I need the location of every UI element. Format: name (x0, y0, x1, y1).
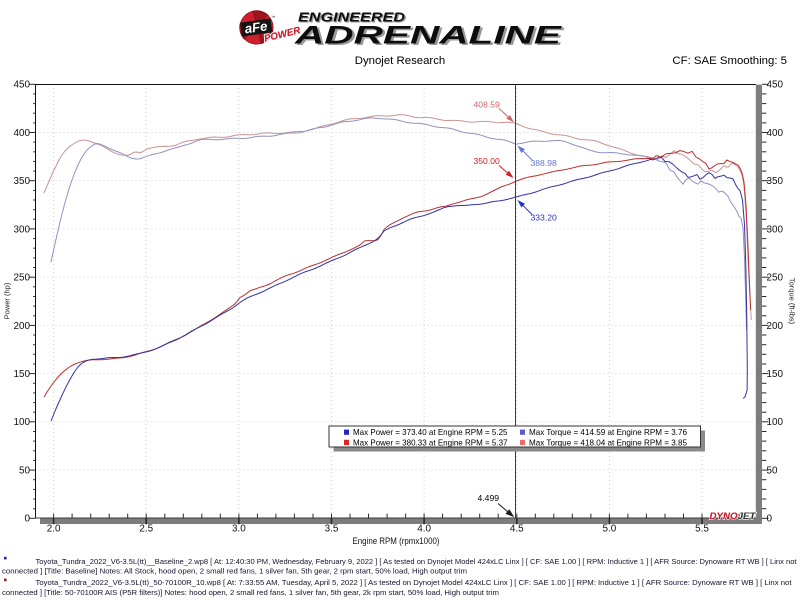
svg-text:Max Torque = 414.59 at Engine: Max Torque = 414.59 at Engine RPM = 3.76 (529, 428, 687, 437)
svg-text:aFe: aFe (244, 18, 269, 36)
svg-text:Max Power = 373.40 at Engine R: Max Power = 373.40 at Engine RPM = 5.25 (353, 428, 508, 437)
svg-text:450: 450 (14, 80, 31, 91)
svg-text:300: 300 (767, 224, 784, 235)
svg-text:150: 150 (14, 369, 31, 380)
svg-text:Torque (ft-lbs): Torque (ft-lbs) (788, 278, 797, 325)
svg-text:0: 0 (25, 514, 31, 525)
svg-text:350: 350 (14, 176, 31, 187)
svg-text:250: 250 (14, 273, 31, 284)
svg-text:250: 250 (767, 273, 784, 284)
svg-text:Max Power = 380.33 at Engine R: Max Power = 380.33 at Engine RPM = 5.37 (353, 439, 508, 448)
svg-text:400: 400 (14, 128, 31, 139)
svg-text:3.5: 3.5 (325, 524, 339, 535)
svg-text:2.0: 2.0 (47, 524, 61, 535)
svg-text:ENGINEERED: ENGINEERED (298, 11, 405, 25)
svg-text:50: 50 (767, 466, 778, 477)
svg-text:350: 350 (767, 176, 784, 187)
svg-text:100: 100 (767, 417, 784, 428)
svg-text:300: 300 (14, 224, 31, 235)
svg-text:0: 0 (767, 514, 773, 525)
svg-text:50: 50 (19, 466, 30, 477)
svg-text:200: 200 (767, 321, 784, 332)
svg-text:Toyota_Tundra_2022_V6-3.5L(tt): Toyota_Tundra_2022_V6-3.5L(tt)__Baseline… (36, 557, 797, 566)
svg-text:Engine RPM (rpmx1000): Engine RPM (rpmx1000) (353, 536, 440, 546)
svg-text:2.5: 2.5 (139, 524, 153, 535)
svg-text:Power (hp): Power (hp) (3, 282, 12, 319)
svg-text:5.5: 5.5 (695, 524, 709, 535)
svg-text:333.20: 333.20 (531, 213, 558, 223)
svg-text:connected ] [Title: Baseline]: connected ] [Title: Baseline] Notes: All… (2, 567, 467, 576)
svg-text:Toyota_Tundra_2022_V6-3.5L(tt): Toyota_Tundra_2022_V6-3.5L(tt)_50-70100R… (36, 578, 792, 587)
svg-text:200: 200 (14, 321, 31, 332)
svg-text:100: 100 (14, 417, 31, 428)
svg-text:Dynojet Research: Dynojet Research (355, 55, 446, 67)
svg-text:388.98: 388.98 (531, 158, 558, 168)
svg-text:ADRENALINE: ADRENALINE (293, 22, 563, 50)
svg-text:4.0: 4.0 (417, 524, 431, 535)
svg-text:408.59: 408.59 (474, 99, 501, 109)
svg-text:450: 450 (767, 80, 784, 91)
svg-text:CF: SAE Smoothing: 5: CF: SAE Smoothing: 5 (672, 55, 787, 67)
svg-text:3.0: 3.0 (232, 524, 246, 535)
svg-text:Max Torque = 418.04 at Engine: Max Torque = 418.04 at Engine RPM = 3.85 (529, 439, 687, 448)
svg-text:400: 400 (767, 128, 784, 139)
svg-text:150: 150 (767, 369, 784, 380)
svg-text:4.499: 4.499 (478, 493, 500, 503)
svg-text:connected ] [Title: 50-70100R: connected ] [Title: 50-70100R AIS (P5R f… (2, 588, 499, 597)
svg-text:™: ™ (271, 15, 276, 20)
svg-text:5.0: 5.0 (603, 524, 617, 535)
svg-text:4.5: 4.5 (510, 524, 524, 535)
svg-text:350.00: 350.00 (474, 156, 501, 166)
